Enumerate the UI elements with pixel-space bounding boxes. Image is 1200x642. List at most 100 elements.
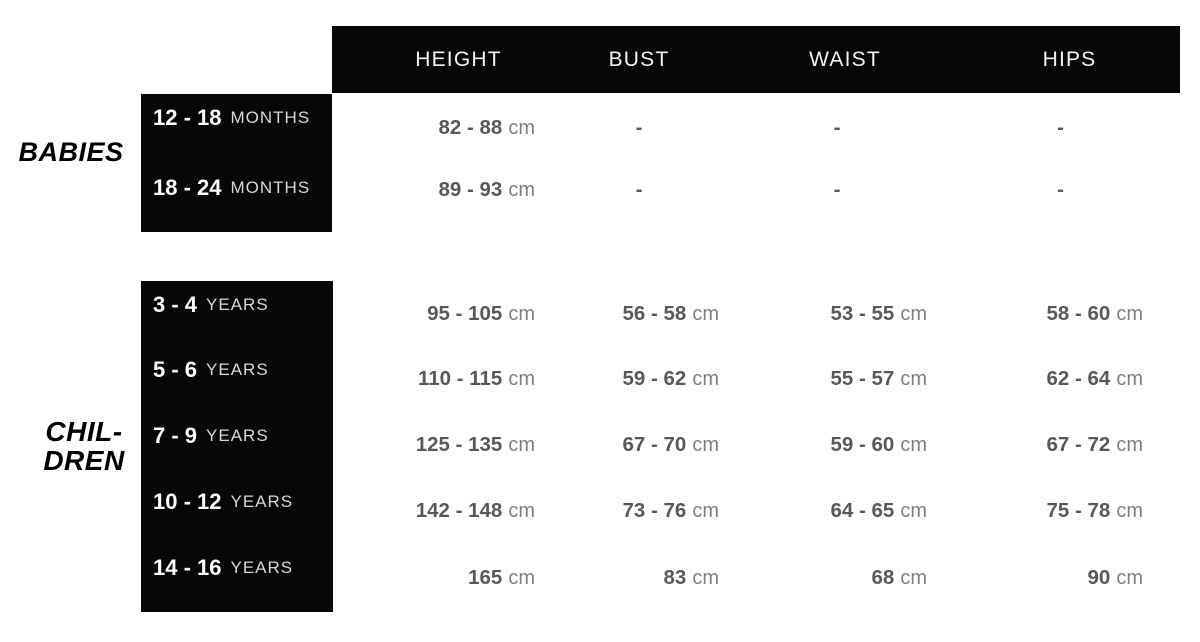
measurement-value: 89 - 93 — [438, 178, 503, 201]
age-unit-label: YEARS — [206, 426, 269, 445]
bust-cell: 73 - 76 cm — [545, 496, 733, 528]
hips-cell: 90 cm — [941, 563, 1180, 595]
measurements-row: 165 cm 83 cm 68 cm 90 cm — [332, 564, 1180, 594]
table-header: HEIGHT BUST WAIST HIPS — [332, 26, 1180, 93]
measurement-value: 67 - 70 — [622, 433, 687, 456]
age-unit-label: YEARS — [230, 558, 294, 577]
age-row: 12 - 18 MONTHS — [153, 103, 330, 133]
measurement-value: 68 — [871, 566, 895, 589]
waist-cell: - — [733, 175, 941, 207]
age-unit-label: MONTHS — [230, 178, 311, 197]
measurement-value: 125 - 135 — [415, 433, 503, 456]
measurement-value: 59 - 62 — [622, 367, 687, 390]
height-cell: 95 - 105 cm — [332, 299, 545, 331]
measurements-row: 110 - 115 cm 59 - 62 cm 55 - 57 cm 62 - 64 c… — [332, 365, 1180, 395]
group-label-text: CHIL- — [45, 416, 123, 447]
empty-value-dash: - — [1057, 178, 1064, 201]
hips-cell: 75 - 78 cm — [941, 496, 1180, 528]
age-unit-label: YEARS — [230, 492, 294, 511]
age-unit-label: MONTHS — [230, 108, 311, 127]
height-cell: 110 - 115 cm — [332, 364, 545, 396]
measurement-value: 110 - 115 — [417, 367, 503, 390]
age-range: 14 - 16 — [153, 555, 222, 580]
waist-cell: 53 - 55 cm — [733, 299, 941, 331]
height-cell: 165 cm — [332, 563, 545, 595]
age-range: 5 - 6 — [153, 357, 198, 382]
unit-label: cm — [1116, 567, 1143, 589]
age-range: 18 - 24 — [153, 175, 222, 200]
waist-cell: 68 cm — [733, 563, 941, 595]
unit-label: cm — [900, 434, 927, 456]
unit-label: cm — [692, 368, 719, 390]
measurement-value: 58 - 60 — [1046, 302, 1111, 325]
hips-cell: 58 - 60 cm — [941, 299, 1180, 331]
age-range: 3 - 4 — [153, 292, 198, 317]
measurement-value: 59 - 60 — [830, 433, 895, 456]
age-row: 7 - 9 YEARS — [153, 421, 331, 451]
bust-cell: 56 - 58 cm — [545, 299, 733, 331]
measurement-value: 95 - 105 — [427, 302, 503, 325]
column-header-height: HEIGHT — [415, 47, 502, 71]
empty-value-dash: - — [635, 178, 643, 201]
unit-label: cm — [508, 434, 535, 456]
unit-label: cm — [508, 500, 535, 522]
unit-label: cm — [1116, 434, 1143, 456]
measurement-value: 83 — [663, 566, 687, 589]
age-row: 3 - 4 YEARS — [153, 290, 331, 320]
empty-value-dash: - — [833, 116, 841, 139]
group-label-text: BABIES — [18, 137, 124, 167]
unit-label: cm — [508, 303, 535, 325]
age-range: 12 - 18 — [153, 105, 222, 130]
unit-label: cm — [508, 179, 535, 201]
unit-label: cm — [1116, 303, 1143, 325]
hips-cell: 62 - 64 cm — [941, 364, 1180, 396]
group-label-babies: BABIES — [6, 137, 136, 167]
group-label-text: DREN — [43, 445, 125, 476]
age-range: 7 - 9 — [153, 423, 198, 448]
measurement-value: 53 - 55 — [830, 302, 895, 325]
measurement-value: 55 - 57 — [830, 367, 895, 390]
unit-label: cm — [1116, 500, 1143, 522]
height-cell: 125 - 135 cm — [332, 430, 545, 462]
unit-label: cm — [692, 434, 719, 456]
measurement-value: 82 - 88 — [438, 116, 503, 139]
age-row: 10 - 12 YEARS — [153, 487, 331, 517]
age-row: 18 - 24 MONTHS — [153, 173, 330, 203]
height-cell: 89 - 93 cm — [332, 175, 545, 207]
empty-value-dash: - — [635, 116, 643, 139]
unit-label: cm — [692, 567, 719, 589]
age-row: 5 - 6 YEARS — [153, 355, 331, 385]
age-row: 14 - 16 YEARS — [153, 553, 331, 583]
children-age-box: 3 - 4 YEARS 5 - 6 YEARS 7 - 9 YEARS 10 -… — [141, 281, 333, 612]
measurement-value: 73 - 76 — [622, 499, 687, 522]
hips-cell: - — [941, 113, 1180, 145]
waist-cell: 55 - 57 cm — [733, 364, 941, 396]
column-header-bust: BUST — [608, 47, 670, 71]
unit-label: cm — [900, 303, 927, 325]
group-label-children: CHIL- DREN — [22, 417, 146, 475]
unit-label: cm — [692, 303, 719, 325]
measurement-value: 75 - 78 — [1046, 499, 1111, 522]
measurement-value: 142 - 148 — [415, 499, 503, 522]
unit-label: cm — [900, 500, 927, 522]
measurements-row: 125 - 135 cm 67 - 70 cm 59 - 60 cm 67 - 72 c… — [332, 431, 1180, 461]
age-unit-label: YEARS — [206, 295, 269, 314]
hips-cell: - — [941, 175, 1180, 207]
measurement-value: 165 — [468, 566, 503, 589]
empty-value-dash: - — [1057, 116, 1064, 139]
measurements-row: 89 - 93 cm - - - — [332, 176, 1180, 206]
measurement-value: 64 - 65 — [830, 499, 895, 522]
bust-cell: - — [545, 175, 733, 207]
empty-value-dash: - — [833, 178, 841, 201]
measurement-value: 62 - 64 — [1046, 367, 1111, 390]
unit-label: cm — [900, 368, 927, 390]
measurement-value: 67 - 72 — [1046, 433, 1111, 456]
measurement-value: 56 - 58 — [622, 302, 687, 325]
measurements-row: 82 - 88 cm - - - — [332, 114, 1180, 144]
bust-cell: 67 - 70 cm — [545, 430, 733, 462]
unit-label: cm — [900, 567, 927, 589]
unit-label: cm — [1116, 368, 1143, 390]
unit-label: cm — [692, 500, 719, 522]
measurement-value: 90 — [1087, 566, 1111, 589]
